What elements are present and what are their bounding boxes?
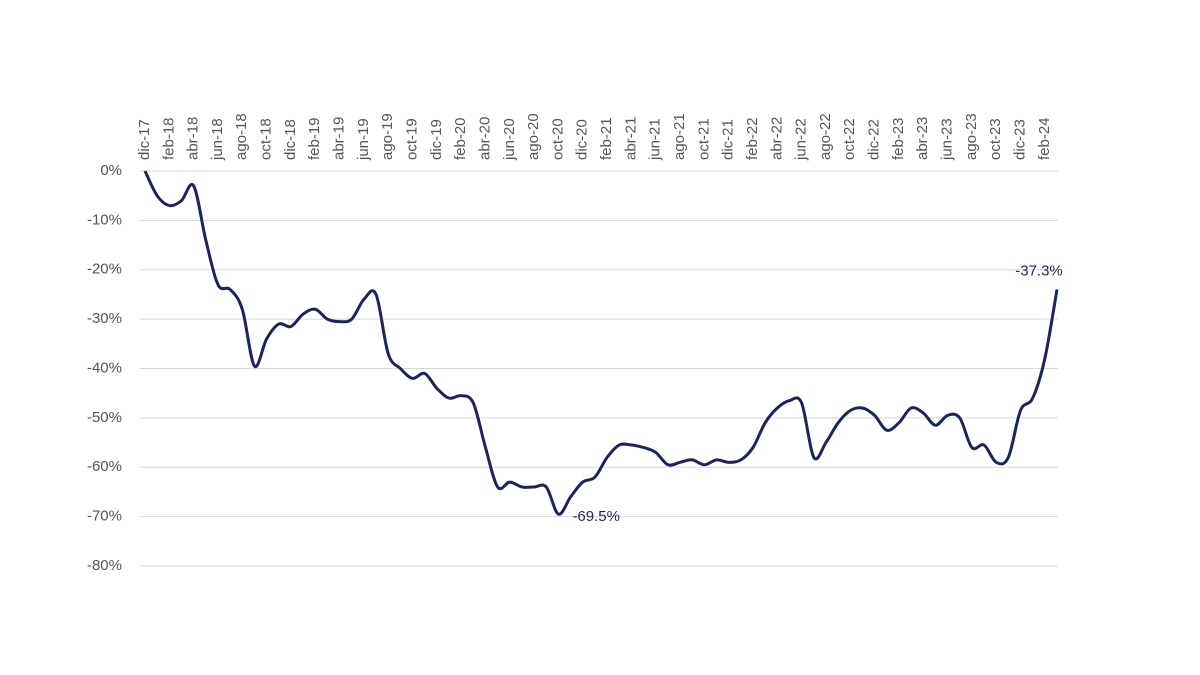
x-tick-label: dic-22 xyxy=(866,119,883,160)
x-tick-label: oct-20 xyxy=(549,118,566,160)
x-tick-label: abr-18 xyxy=(185,117,202,160)
x-tick-label: feb-20 xyxy=(452,117,469,160)
annotation: -69.5% xyxy=(572,508,620,525)
x-tick-label: dic-23 xyxy=(1011,119,1028,160)
y-tick-label: -20% xyxy=(87,261,122,278)
x-tick-label: dic-18 xyxy=(282,119,299,160)
x-tick-label: abr-22 xyxy=(768,117,785,160)
y-tick-label: -80% xyxy=(87,557,122,574)
x-tick-label: jun-20 xyxy=(501,118,518,161)
x-tick-label: dic-17 xyxy=(136,119,153,160)
line xyxy=(143,170,1059,516)
x-tick-label: dic-19 xyxy=(428,119,445,160)
x-tick-label: feb-24 xyxy=(1036,117,1053,160)
x-tick-label: ago-23 xyxy=(963,113,980,160)
x-tick-label: oct-23 xyxy=(987,118,1004,160)
x-tick-label: feb-18 xyxy=(160,117,177,160)
x-tick-label: abr-19 xyxy=(331,117,348,160)
x-tick-label: abr-23 xyxy=(914,117,931,160)
x-tick-label: abr-21 xyxy=(622,117,639,160)
y-tick-label: 0% xyxy=(100,162,122,179)
x-tick-label: ago-18 xyxy=(233,113,250,160)
x-tick-label: dic-20 xyxy=(574,119,591,160)
y-tick-label: -70% xyxy=(87,508,122,525)
x-tick-label: ago-22 xyxy=(817,113,834,160)
x-tick-label: jun-23 xyxy=(939,118,956,161)
x-tick-label: jun-22 xyxy=(793,118,810,161)
x-tick-label: ago-19 xyxy=(379,113,396,160)
x-tick-label: jun-18 xyxy=(209,118,226,161)
x-tick-label: oct-18 xyxy=(258,118,275,160)
x-tick-label: jun-19 xyxy=(355,118,372,161)
x-tick-label: oct-19 xyxy=(403,118,420,160)
x-tick-label: jun-21 xyxy=(647,118,664,161)
x-tick-label: oct-21 xyxy=(695,118,712,160)
y-tick-label: -30% xyxy=(87,310,122,327)
x-tick-label: feb-23 xyxy=(890,117,907,160)
x-tick-label: dic-21 xyxy=(720,119,737,160)
x-tick-label: feb-19 xyxy=(306,117,323,160)
x-tick-label: ago-20 xyxy=(525,113,542,160)
annotation: -37.3% xyxy=(1015,262,1063,279)
x-tick-label: ago-21 xyxy=(671,113,688,160)
y-tick-label: -60% xyxy=(87,458,122,475)
y-tick-label: -40% xyxy=(87,359,122,376)
x-tick-label: feb-22 xyxy=(744,117,761,160)
y-tick-label: -50% xyxy=(87,409,122,426)
y-tick-label: -10% xyxy=(87,211,122,228)
x-tick-label: feb-21 xyxy=(598,117,615,160)
x-tick-label: oct-22 xyxy=(841,118,858,160)
x-tick-label: abr-20 xyxy=(476,117,493,160)
